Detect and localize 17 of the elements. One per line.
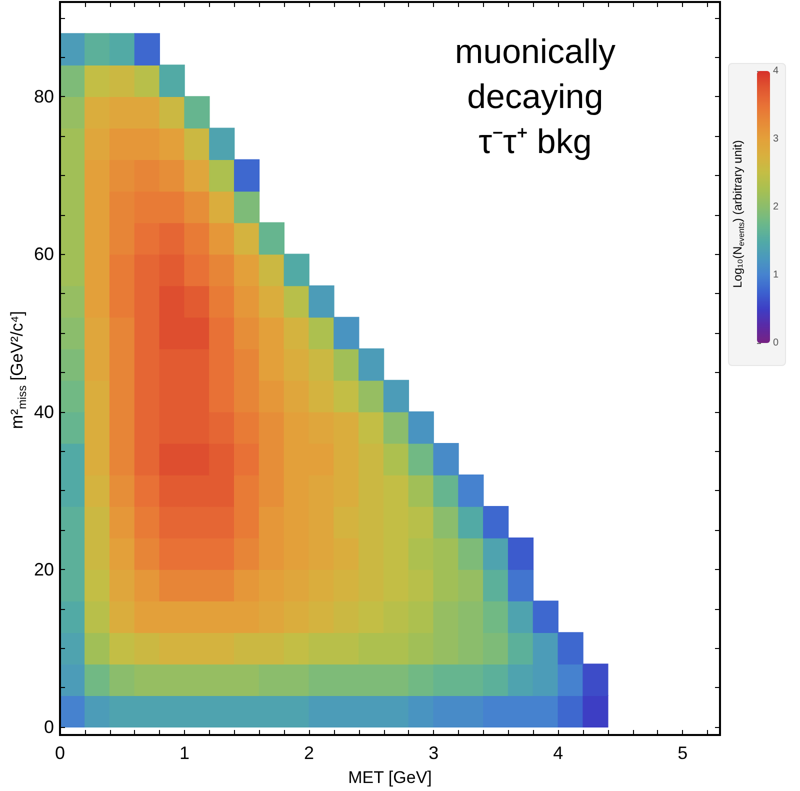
y-tick-label: 60 [34, 244, 54, 264]
x-tick-label: 2 [304, 743, 314, 763]
y-tick-label: 20 [34, 559, 54, 580]
y-tick-label: 0 [44, 717, 54, 738]
x-axis-title: MET [GeV] [348, 768, 432, 787]
color-bar-label: 1 [773, 270, 779, 280]
x-tick-label: 3 [428, 743, 439, 763]
color-bar-label: 2 [773, 202, 779, 212]
color-bar-label: 0 [773, 338, 779, 348]
text: muonically decaying τ⁻τ⁺ bkg [454, 32, 616, 163]
x-tick-label: 4 [553, 743, 564, 763]
y-tick-label: 80 [34, 86, 54, 107]
color-bar-label: 4 [773, 66, 779, 76]
x-tick-label: 1 [180, 743, 190, 763]
y-tick-label: 40 [34, 402, 54, 422]
color-bar-label: 3 [773, 134, 779, 144]
x-tick-label: 5 [678, 743, 688, 763]
